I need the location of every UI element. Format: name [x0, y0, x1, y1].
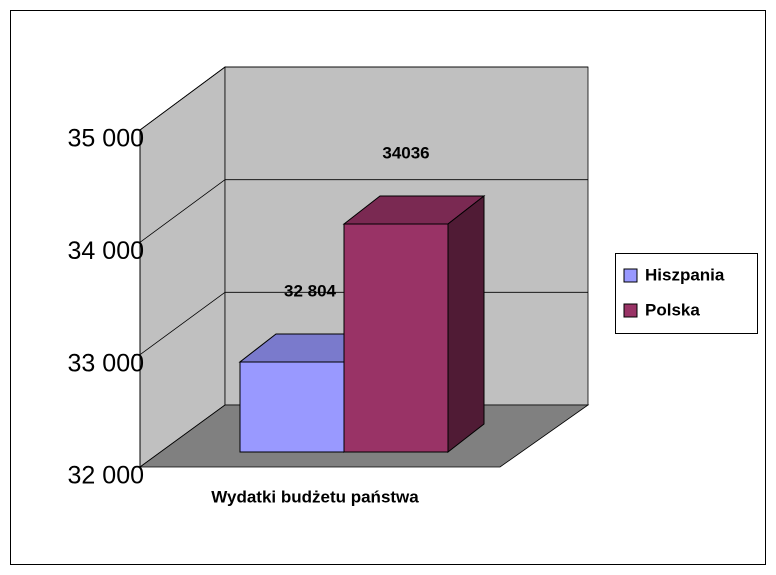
grid-line — [139, 66, 226, 131]
y-tick-label: 35 000 — [68, 125, 144, 153]
side-wall — [139, 66, 226, 468]
bar-front — [343, 223, 449, 453]
x-tick-label: Wydatki budżetu państwa — [211, 487, 419, 506]
grid-line — [139, 292, 226, 355]
bar-front — [239, 361, 345, 453]
data-label: 32 804 — [284, 281, 337, 300]
grid-line — [139, 179, 226, 243]
data-label: 34036 — [382, 143, 429, 162]
legend-swatch — [623, 303, 638, 318]
legend — [615, 253, 758, 334]
legend-swatch — [623, 268, 638, 283]
y-tick-label: 34 000 — [68, 237, 144, 265]
y-tick-label: 32 000 — [68, 462, 144, 490]
y-tick-label: 33 000 — [68, 349, 144, 377]
bar-side — [447, 194, 485, 454]
legend-label: Hiszpania — [645, 265, 725, 284]
legend-label: Polska — [645, 300, 700, 319]
